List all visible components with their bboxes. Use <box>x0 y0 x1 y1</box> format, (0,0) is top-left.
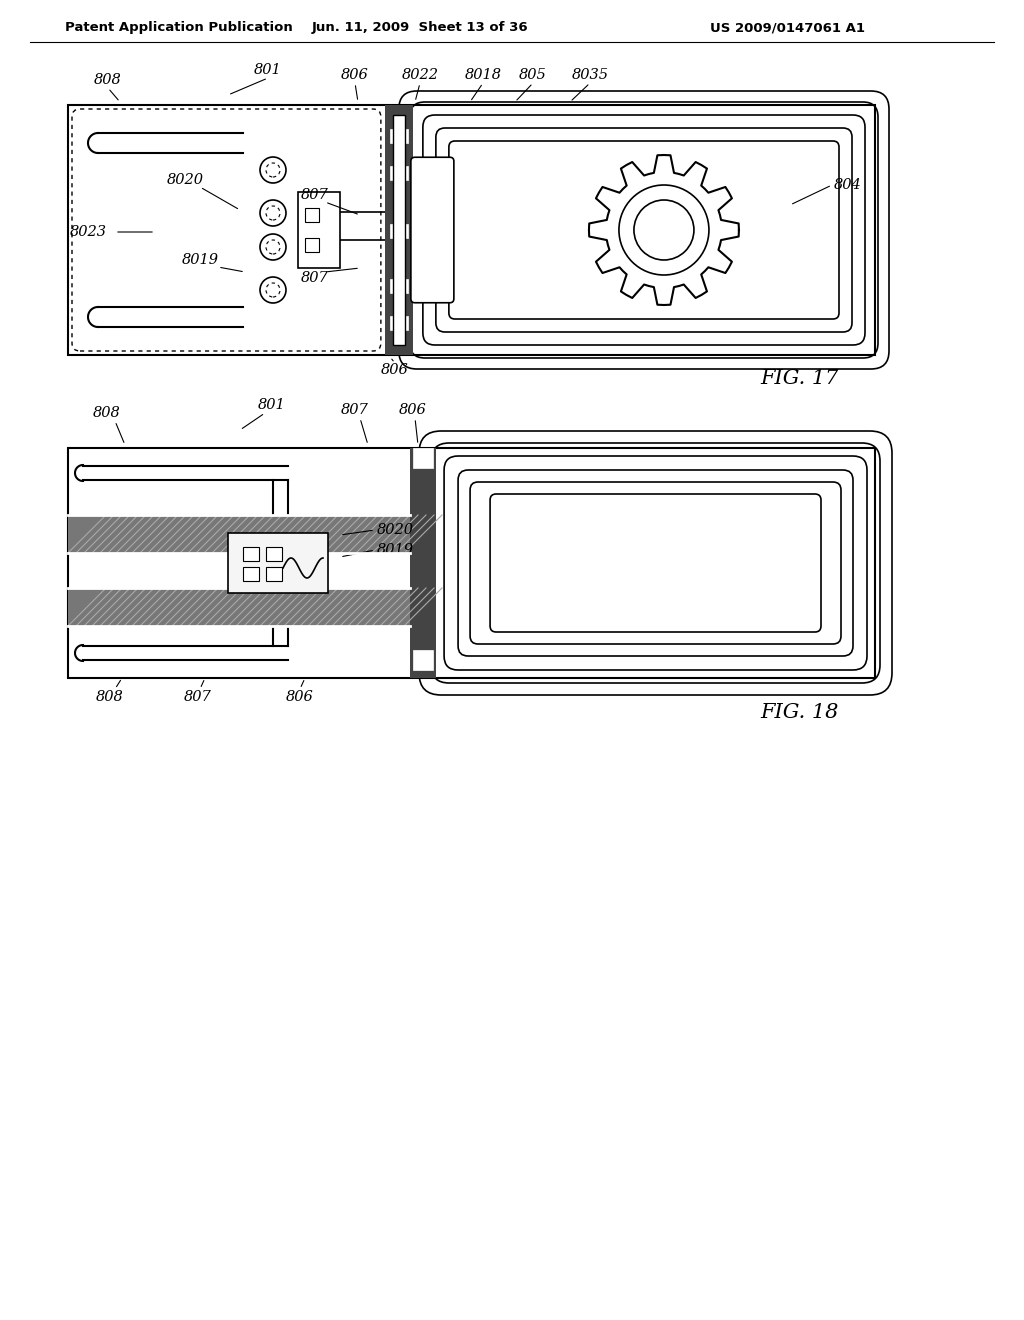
Text: 8020: 8020 <box>377 523 414 537</box>
Bar <box>68 515 410 553</box>
Text: 808: 808 <box>93 407 121 420</box>
Text: 806: 806 <box>286 690 314 704</box>
Bar <box>68 447 874 678</box>
Text: 8019: 8019 <box>377 543 414 557</box>
Text: 8022: 8022 <box>401 69 438 82</box>
Text: 806: 806 <box>399 403 427 417</box>
Text: 8018: 8018 <box>465 69 502 82</box>
FancyBboxPatch shape <box>490 494 821 632</box>
Bar <box>413 649 433 671</box>
Bar <box>390 315 408 330</box>
Circle shape <box>266 282 280 297</box>
Text: 801: 801 <box>254 63 282 77</box>
Text: 807: 807 <box>301 271 329 285</box>
Text: 804: 804 <box>835 178 862 191</box>
Circle shape <box>266 162 280 177</box>
Circle shape <box>260 277 286 304</box>
Bar <box>228 533 328 593</box>
Circle shape <box>260 234 286 260</box>
Text: 808: 808 <box>96 690 124 704</box>
Text: US 2009/0147061 A1: US 2009/0147061 A1 <box>710 21 865 34</box>
Text: 807: 807 <box>184 690 212 704</box>
Bar <box>298 191 340 268</box>
Circle shape <box>266 206 280 220</box>
Text: 8023: 8023 <box>70 224 106 239</box>
Bar <box>266 546 282 561</box>
Bar <box>68 106 874 355</box>
Bar <box>390 224 408 238</box>
Text: 807: 807 <box>341 403 369 417</box>
Text: 8035: 8035 <box>571 69 608 82</box>
Bar <box>68 587 410 626</box>
Bar <box>243 568 259 581</box>
Bar <box>385 106 413 355</box>
Bar <box>305 238 319 252</box>
Circle shape <box>260 201 286 226</box>
Text: 805: 805 <box>519 69 547 82</box>
Text: 806: 806 <box>341 69 369 82</box>
Circle shape <box>266 240 280 253</box>
Bar <box>413 447 433 469</box>
Text: 801: 801 <box>258 399 286 412</box>
FancyBboxPatch shape <box>411 157 454 302</box>
Bar <box>390 166 408 180</box>
Text: 8019: 8019 <box>181 253 218 267</box>
Circle shape <box>260 157 286 183</box>
Bar <box>393 115 404 345</box>
Text: Patent Application Publication: Patent Application Publication <box>65 21 293 34</box>
Text: 806: 806 <box>381 363 409 378</box>
Text: 8020: 8020 <box>167 173 204 187</box>
Text: FIG. 18: FIG. 18 <box>761 702 840 722</box>
Bar <box>390 129 408 143</box>
Bar <box>266 568 282 581</box>
Text: FIG. 17: FIG. 17 <box>761 368 840 388</box>
Bar <box>390 279 408 293</box>
Bar <box>243 546 259 561</box>
Text: 808: 808 <box>94 73 122 87</box>
Text: 807: 807 <box>301 187 329 202</box>
Text: Jun. 11, 2009  Sheet 13 of 36: Jun. 11, 2009 Sheet 13 of 36 <box>311 21 528 34</box>
Bar <box>410 447 436 678</box>
Bar <box>305 209 319 222</box>
